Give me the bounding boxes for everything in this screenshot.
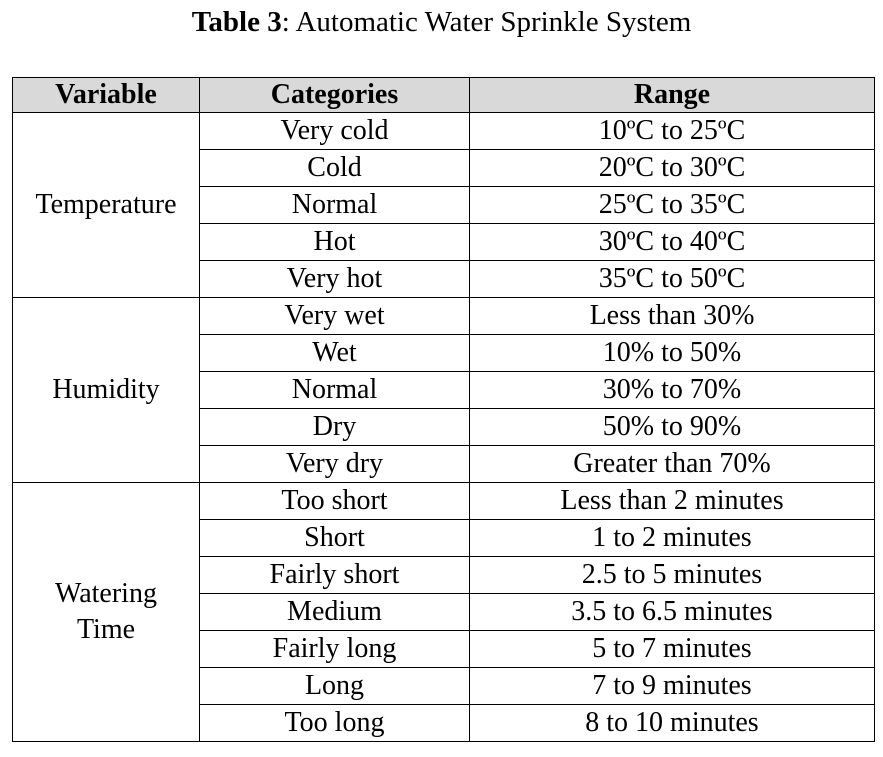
header-range: Range [469, 77, 875, 113]
category-cell: Very cold [199, 112, 470, 150]
variable-watering-time-label: Watering Time [55, 578, 157, 645]
table-row: Very dry Greater than 70% [13, 445, 875, 483]
category-cell: Very wet [199, 297, 470, 335]
table-row: Wet 10% to 50% [13, 334, 875, 372]
header-categories: Categories [199, 77, 470, 113]
category-cell: Medium [199, 593, 470, 631]
category-cell: Dry [199, 408, 470, 446]
range-cell: 8 to 10 minutes [469, 704, 875, 742]
category-cell: Too short [199, 482, 470, 520]
range-cell: 3.5 to 6.5 minutes [469, 593, 875, 631]
range-cell: 30% to 70% [469, 371, 875, 409]
category-cell: Normal [199, 371, 470, 409]
range-cell: Less than 2 minutes [469, 482, 875, 520]
table-row: Temperature Very cold 10ºC to 25ºC [12, 112, 875, 298]
range-cell: 10% to 50% [469, 334, 875, 372]
table-row: Fairly short 2.5 to 5 minutes [13, 556, 875, 594]
range-cell: Less than 30% [469, 297, 875, 335]
range-cell: 1 to 2 minutes [469, 519, 875, 557]
range-cell: 7 to 9 minutes [469, 667, 875, 705]
category-cell: Long [199, 667, 470, 705]
category-cell: Hot [199, 223, 470, 261]
range-cell: 2.5 to 5 minutes [469, 556, 875, 594]
category-cell: Fairly long [199, 630, 470, 668]
header-row: Variable Categories Range [12, 77, 875, 113]
range-cell: 50% to 90% [469, 408, 875, 446]
variable-temperature: Temperature [12, 112, 200, 298]
table-row: Normal 30% to 70% [13, 371, 875, 409]
header-variable: Variable [12, 77, 200, 113]
range-cell: 20ºC to 30ºC [469, 149, 875, 187]
range-cell: 5 to 7 minutes [469, 630, 875, 668]
table-caption-text: : Automatic Water Sprinkle System [281, 6, 692, 38]
category-cell: Cold [199, 149, 470, 187]
category-cell: Very dry [199, 445, 470, 483]
variable-humidity: Humidity [12, 297, 200, 483]
table-row: Long 7 to 9 minutes [13, 667, 875, 705]
range-cell: 25ºC to 35ºC [469, 186, 875, 224]
range-cell: 10ºC to 25ºC [469, 112, 875, 150]
table-caption-label: Table 3 [191, 6, 282, 38]
table-row: Fairly long 5 to 7 minutes [13, 630, 875, 668]
table-row: Too long 8 to 10 minutes [13, 704, 875, 742]
category-cell: Too long [199, 704, 470, 742]
category-cell: Short [199, 519, 470, 557]
table-row: Watering Time Too short Less than 2 minu… [12, 482, 875, 742]
table-row: Humidity Very wet Less than 30% [12, 297, 875, 483]
category-cell: Very hot [199, 260, 470, 298]
table-row: Medium 3.5 to 6.5 minutes [13, 593, 875, 631]
variable-watering-time: Watering Time [12, 482, 200, 742]
range-cell: Greater than 70% [469, 445, 875, 483]
sprinkler-table: Variable Categories Range Temperature Ve… [12, 77, 875, 742]
table-caption: Table 3: Automatic Water Sprinkle System [0, 4, 883, 40]
table-row: Short 1 to 2 minutes [13, 519, 875, 557]
category-cell: Fairly short [199, 556, 470, 594]
category-cell: Normal [199, 186, 470, 224]
range-cell: 30ºC to 40ºC [469, 223, 875, 261]
table-row: Dry 50% to 90% [13, 408, 875, 446]
category-cell: Wet [199, 334, 470, 372]
table-row: Cold 20ºC to 30ºC [13, 149, 875, 187]
range-cell: 35ºC to 50ºC [469, 260, 875, 298]
